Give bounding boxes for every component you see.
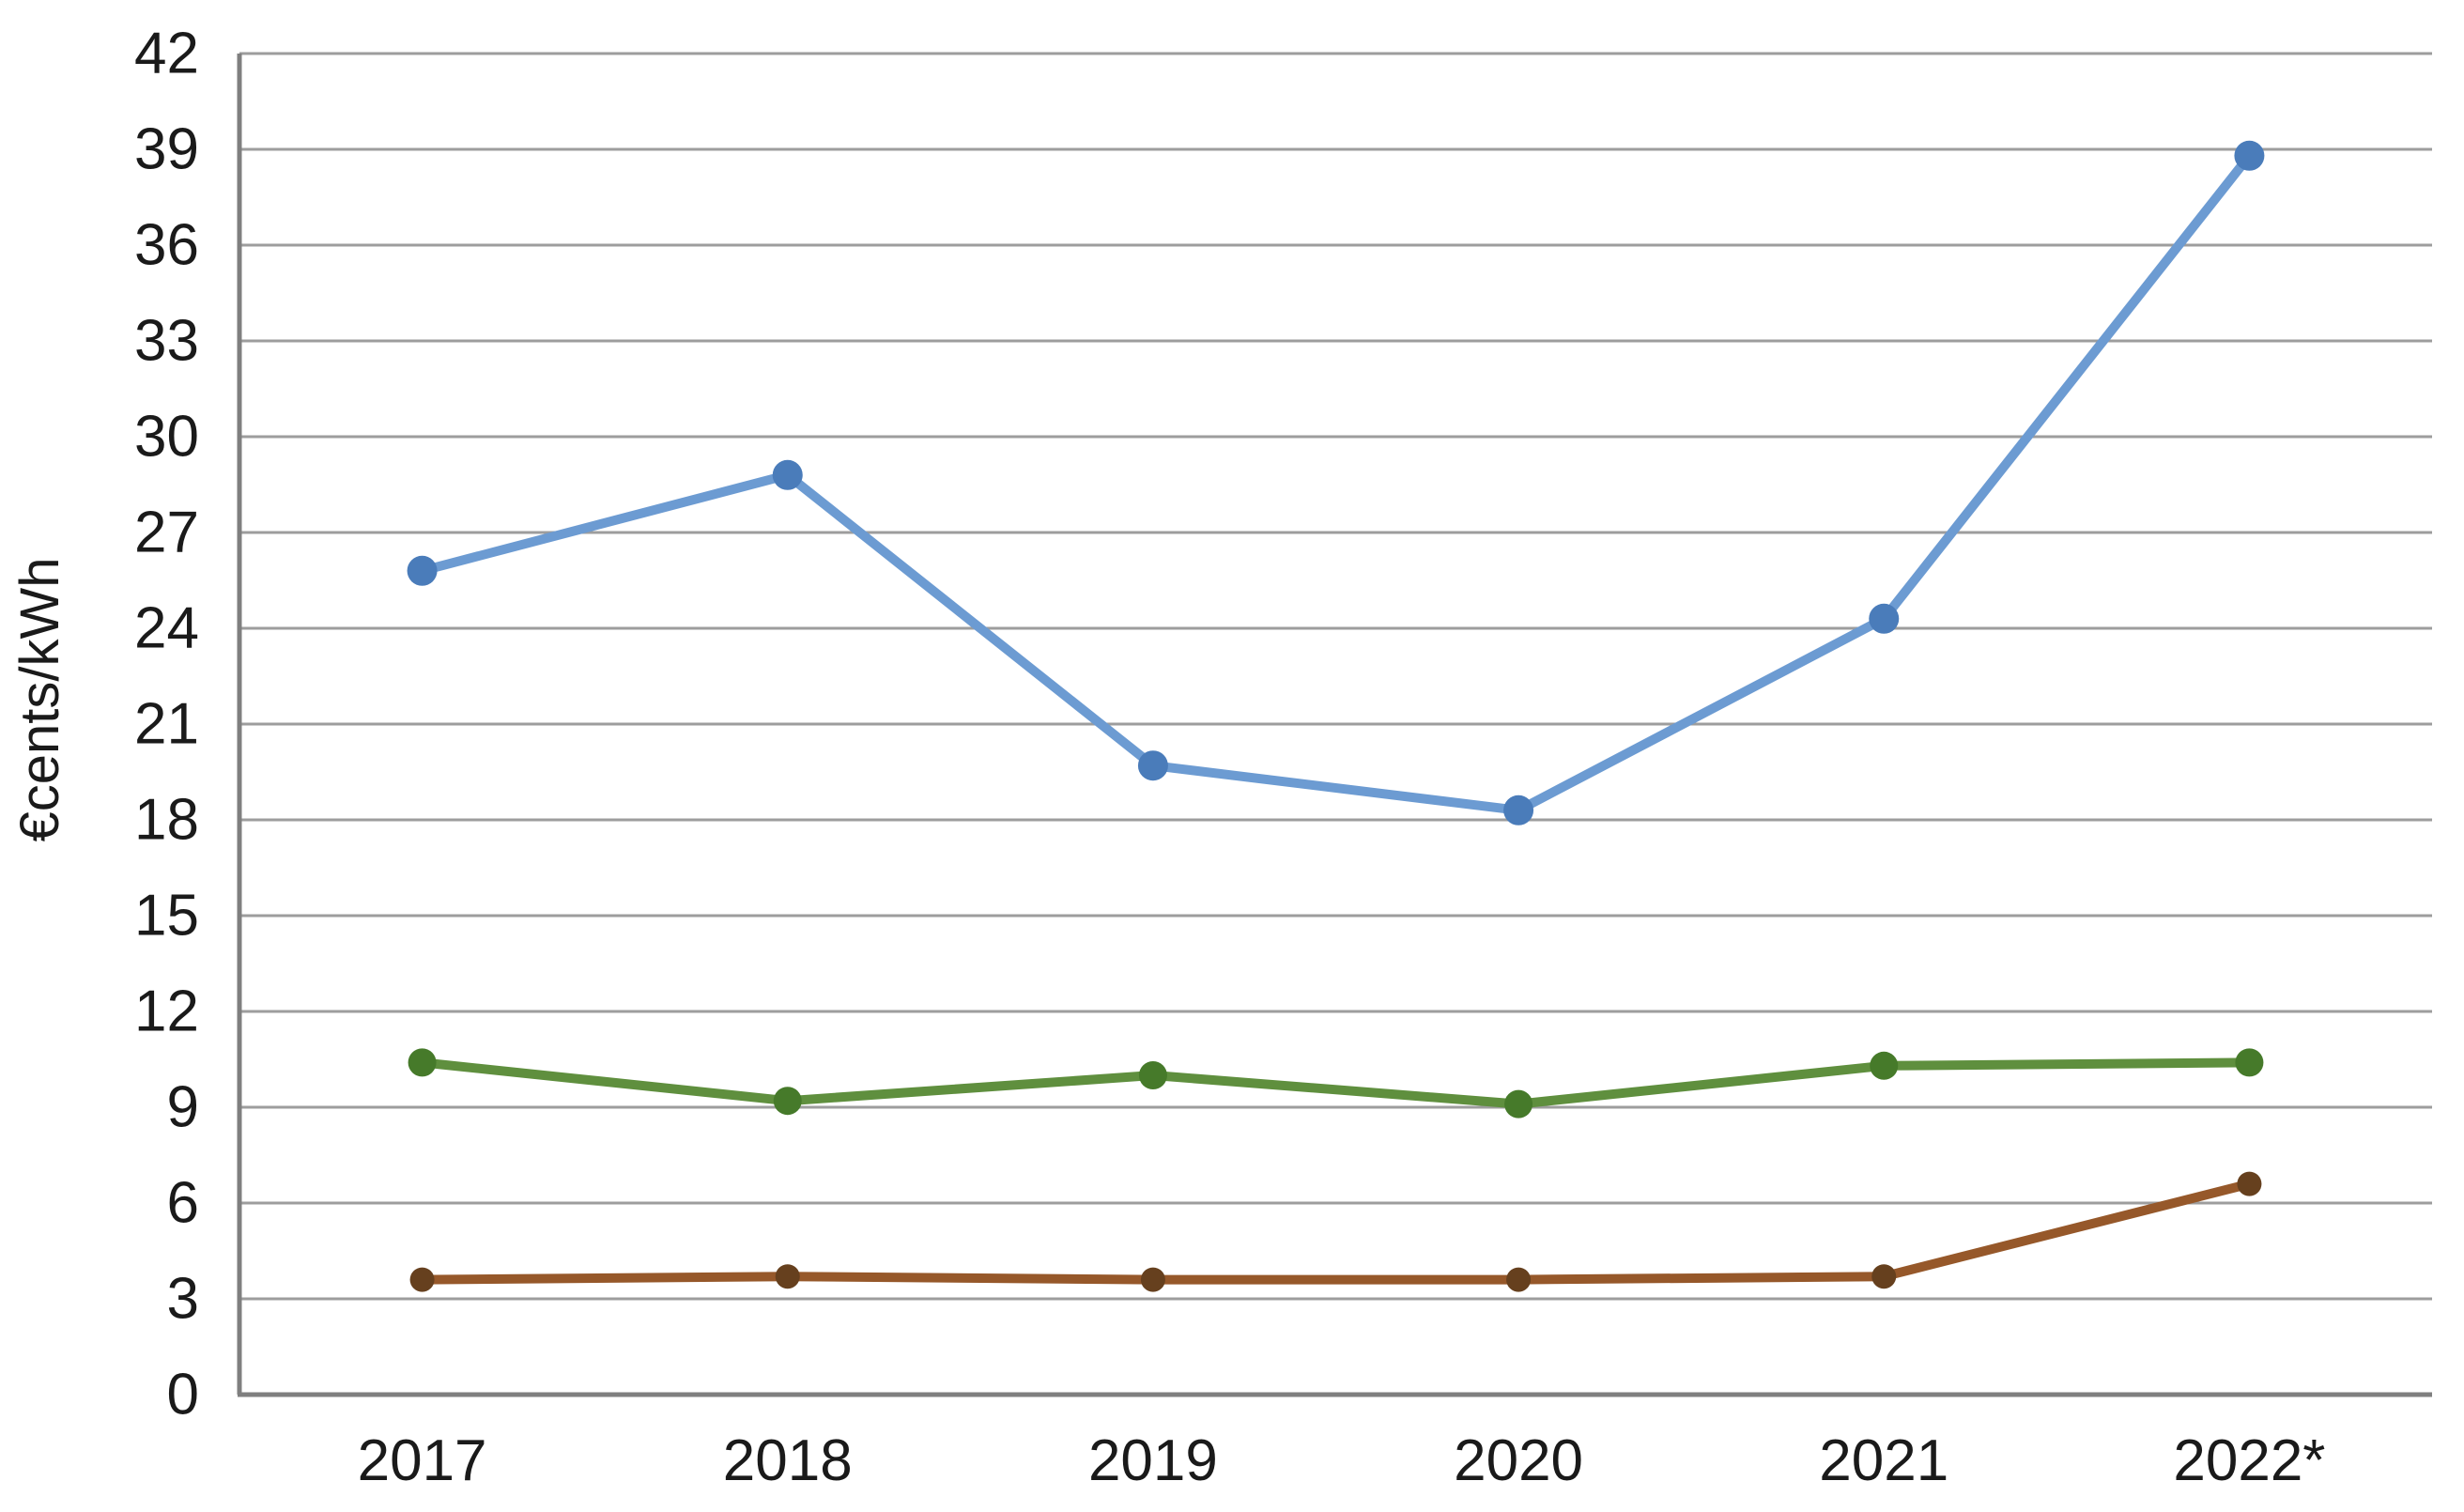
series-brown-marker <box>775 1264 800 1289</box>
y-tick-label: 30 <box>134 405 199 470</box>
series-blue-marker <box>772 459 803 490</box>
series-green-marker <box>1870 1051 1899 1080</box>
y-tick-label: 36 <box>134 213 199 278</box>
series-brown-marker <box>1140 1267 1165 1292</box>
series-green <box>408 1048 2264 1119</box>
y-axis-title: €cents/kWh <box>9 558 70 842</box>
y-tick-label: 15 <box>134 884 199 949</box>
x-tick-label: 2017 <box>358 1428 487 1493</box>
series-brown-marker <box>2237 1171 2262 1196</box>
y-tick-label: 3 <box>167 1267 199 1332</box>
series-green-marker <box>1138 1061 1167 1089</box>
series-blue <box>407 140 2265 825</box>
series-blue-marker <box>1137 750 1168 781</box>
series-brown-marker <box>1506 1267 1532 1292</box>
y-tick-label: 42 <box>134 22 199 86</box>
x-tick-label: 2021 <box>1819 1428 1948 1493</box>
series-brown-line <box>417 1179 2255 1285</box>
series-blue-marker <box>2234 140 2265 171</box>
series-blue-line <box>417 150 2255 815</box>
x-tick-label: 2022* <box>2173 1428 2325 1493</box>
x-tick-label: 2020 <box>1454 1428 1583 1493</box>
series-green-marker <box>2235 1048 2264 1077</box>
y-tick-label: 24 <box>134 596 199 661</box>
series-brown <box>409 1171 2262 1292</box>
y-tick-label: 27 <box>134 501 199 565</box>
series-brown-marker <box>409 1267 435 1292</box>
x-tick-label: 2019 <box>1088 1428 1218 1493</box>
series-blue-marker <box>1869 603 1900 634</box>
series-blue-marker <box>1503 795 1534 825</box>
y-tick-label: 33 <box>134 309 199 374</box>
series-green-marker <box>408 1048 437 1077</box>
y-tick-label: 12 <box>134 980 199 1044</box>
y-tick-label: 18 <box>134 788 199 853</box>
series-brown-marker <box>1871 1264 1897 1289</box>
series-green-marker <box>773 1087 802 1116</box>
y-tick-label: 39 <box>134 117 199 182</box>
y-tick-label: 9 <box>167 1075 199 1140</box>
y-tick-label: 21 <box>134 692 199 757</box>
y-tick-label: 0 <box>167 1363 199 1427</box>
series-blue-marker <box>407 555 438 586</box>
y-tick-label: 6 <box>167 1171 199 1236</box>
series-green-line <box>417 1057 2255 1109</box>
x-tick-label: 2018 <box>723 1428 853 1493</box>
series-green-marker <box>1504 1089 1533 1119</box>
